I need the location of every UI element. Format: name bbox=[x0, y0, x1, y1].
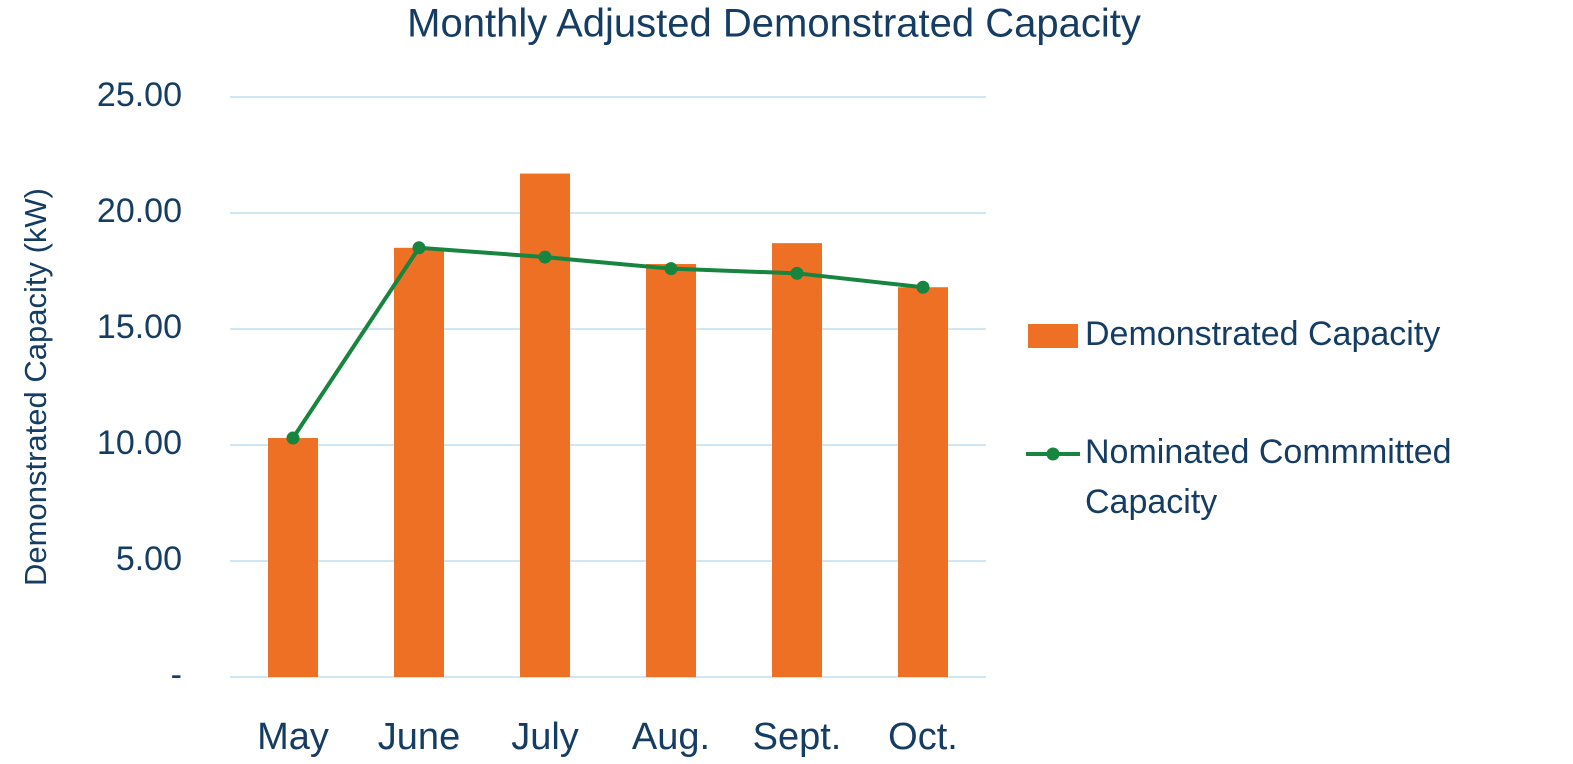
bar bbox=[772, 243, 822, 677]
x-tick-label: Sept. bbox=[753, 716, 842, 758]
x-tick-label: July bbox=[511, 716, 579, 758]
legend-swatch bbox=[1046, 447, 1060, 461]
legend-label: Nominated Commmitted Capacity bbox=[1085, 433, 1452, 521]
legend-label: Demonstrated Capacity bbox=[1085, 315, 1440, 353]
legend-swatch bbox=[1028, 324, 1078, 348]
line-marker bbox=[790, 266, 804, 280]
x-tick-label: Oct. bbox=[888, 716, 958, 758]
legend-label-line: Capacity bbox=[1085, 483, 1217, 521]
y-tick-label: 10.00 bbox=[97, 424, 182, 462]
line bbox=[291, 245, 924, 440]
line-marker bbox=[538, 250, 552, 264]
chart-title: Monthly Adjusted Demonstrated Capacity bbox=[407, 2, 1141, 46]
y-tick-label: - bbox=[171, 656, 182, 694]
y-tick-label: 5.00 bbox=[116, 540, 182, 578]
line-marker bbox=[916, 280, 930, 294]
bar bbox=[520, 173, 570, 677]
y-axis-label: Demonstrated Capacity (kW) bbox=[18, 188, 53, 586]
line-marker bbox=[286, 431, 300, 445]
y-tick-label: 25.00 bbox=[97, 76, 182, 114]
x-tick-label: May bbox=[257, 716, 329, 758]
y-tick-label: 15.00 bbox=[97, 308, 182, 346]
legend-label-line: Nominated Commmitted bbox=[1085, 433, 1452, 471]
x-tick-label: Aug. bbox=[632, 716, 710, 758]
line-marker bbox=[664, 262, 678, 276]
bar bbox=[646, 264, 696, 677]
bar bbox=[898, 287, 948, 677]
line-marker bbox=[412, 241, 426, 255]
bar bbox=[394, 247, 444, 678]
x-tick-label: June bbox=[378, 716, 460, 758]
y-tick-label: 20.00 bbox=[97, 192, 182, 230]
bar bbox=[268, 438, 318, 677]
